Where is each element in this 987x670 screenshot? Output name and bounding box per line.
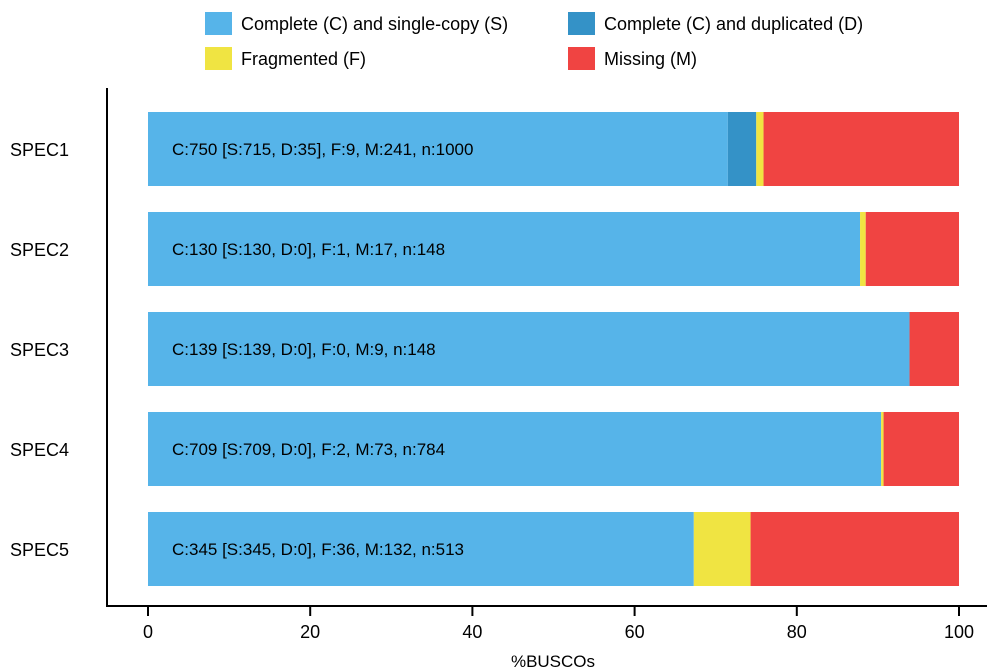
bar-annotation-spec2: C:130 [S:130, D:0], F:1, M:17, n:148: [172, 240, 445, 259]
x-tick-label-40: 40: [462, 622, 482, 642]
legend-label-fragmented: Fragmented (F): [241, 49, 366, 69]
legend-swatch-complete: [568, 12, 595, 35]
bar-spec3-complete: [148, 312, 910, 386]
category-label-spec5: SPEC5: [10, 540, 69, 560]
bar-spec2-fragmented: [860, 212, 866, 286]
axes-layer: SPEC1 SPEC2 SPEC3 SPEC4 SPEC5 0 20 40 60 80 100: [10, 88, 987, 642]
legend-label-complete: Complete (C) and duplicated (D): [604, 14, 863, 34]
bar-spec2-missing: [865, 212, 959, 286]
legend-swatch-complete: [205, 12, 232, 35]
bar-annotation-spec3: C:139 [S:139, D:0], F:0, M:9, n:148: [172, 340, 436, 359]
legend-swatch-missing: [568, 47, 595, 70]
bars-layer: C:750 [S:715, D:35], F:9, M:241, n:1000 C…: [148, 112, 959, 586]
bar-spec4-fragmented: [881, 412, 884, 486]
bar-spec1-complete: [727, 112, 757, 186]
x-tick-label-20: 20: [300, 622, 320, 642]
x-tick-label-80: 80: [787, 622, 807, 642]
bar-spec4-missing: [883, 412, 959, 486]
x-tick-label-60: 60: [625, 622, 645, 642]
legend-swatch-fragmented: [205, 47, 232, 70]
bar-spec1-fragmented: [756, 112, 764, 186]
legend-label-complete: Complete (C) and single-copy (S): [241, 14, 508, 34]
bar-spec5-complete: [148, 512, 694, 586]
bar-spec1-missing: [763, 112, 959, 186]
legend: Complete (C) and single-copy (S) Complete…: [205, 12, 863, 70]
bar-spec4-complete: [148, 412, 882, 486]
bar-annotation-spec4: C:709 [S:709, D:0], F:2, M:73, n:784: [172, 440, 445, 459]
bar-annotation-spec1: C:750 [S:715, D:35], F:9, M:241, n:1000: [172, 140, 473, 159]
x-tick-label-100: 100: [944, 622, 974, 642]
x-tick-label-0: 0: [143, 622, 153, 642]
bar-spec1-complete: [148, 112, 728, 186]
category-label-spec3: SPEC3: [10, 340, 69, 360]
category-label-spec2: SPEC2: [10, 240, 69, 260]
bar-spec5-fragmented: [693, 512, 751, 586]
bar-spec5-missing: [750, 512, 959, 586]
legend-label-missing: Missing (M): [604, 49, 697, 69]
category-label-spec4: SPEC4: [10, 440, 69, 460]
bar-spec2-complete: [148, 212, 861, 286]
x-axis-title: %BUSCOs: [511, 652, 595, 670]
category-label-spec1: SPEC1: [10, 140, 69, 160]
bar-spec3-missing: [909, 312, 959, 386]
bar-annotation-spec5: C:345 [S:345, D:0], F:36, M:132, n:513: [172, 540, 464, 559]
